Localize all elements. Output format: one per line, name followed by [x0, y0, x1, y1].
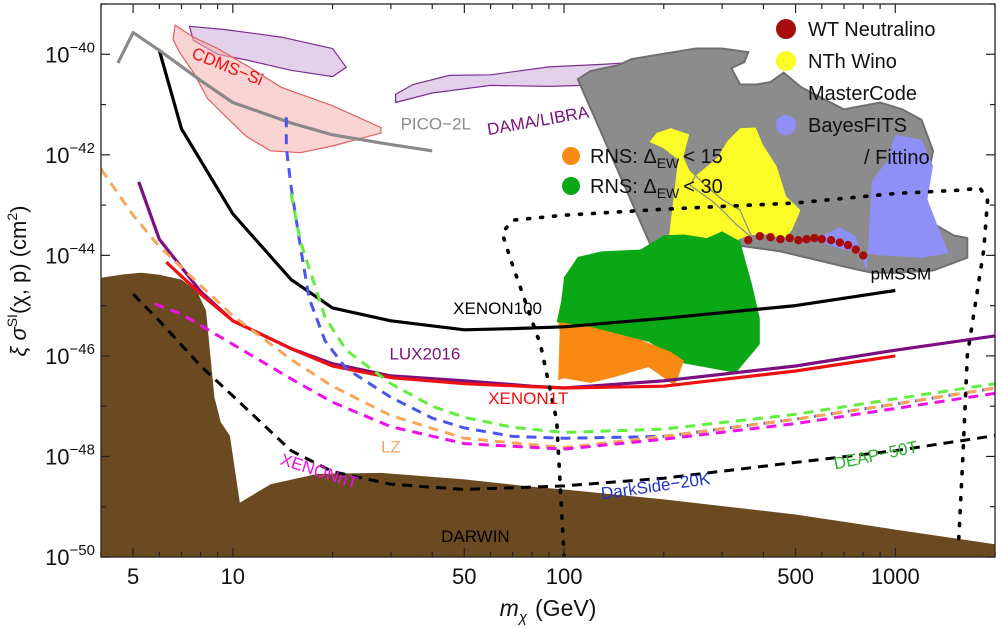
rns-15-region: [558, 322, 684, 386]
bayesfits-region: [811, 134, 949, 271]
series-lz: [101, 168, 995, 450]
series-pico-2l: [116, 31, 433, 153]
x-tick-label-5: 5: [127, 564, 139, 589]
legend-swatch-mastercode: [776, 83, 796, 103]
legend-rns: RNS: ΔEW < 15 RNS: ΔEW < 30: [562, 146, 723, 201]
point-wt-neutralino-6: [802, 235, 811, 244]
x-tick-label-50: 50: [452, 564, 476, 589]
y-tick-label-50: 10−50: [45, 542, 95, 570]
y-axis-title: ξ σSI(χ, p) (cm2): [4, 205, 31, 356]
label-lz: LZ: [381, 438, 401, 457]
scatter-layer: [744, 232, 868, 260]
point-wt-neutralino-12: [851, 245, 860, 254]
x-tick-label-500: 500: [777, 564, 814, 589]
point-wt-neutralino-3: [776, 235, 785, 244]
point-wt-neutralino-10: [835, 238, 844, 247]
point-wt-neutralino-0: [744, 236, 753, 245]
legend-top-right: WT Neutralino NTh Wino MasterCode BayesFITS…: [776, 19, 935, 169]
label-xenon1t: XENON1T: [488, 389, 568, 408]
y-tick-label-40: 10−40: [45, 39, 95, 67]
legend-label-fittino: / Fittino: [864, 147, 930, 169]
series-darwin: [132, 293, 995, 491]
x-tick-label-10: 10: [221, 564, 245, 589]
legend-label-wt-neutralino: WT Neutralino: [808, 19, 935, 41]
series-deap-50t: [289, 193, 995, 434]
legend-label-rns-15: RNS: ΔEW < 15: [590, 146, 723, 171]
legend-swatch-bayesfits: [776, 115, 796, 135]
point-wt-neutralino-9: [826, 236, 836, 245]
x-axis-title: mχ (GeV): [500, 595, 597, 626]
cdms-si-region: [172, 24, 382, 154]
x-tick-label-1000: 1000: [871, 564, 920, 589]
point-wt-neutralino-2: [766, 233, 775, 242]
legend-label-nth-wino: NTh Wino: [808, 51, 897, 73]
series-lux2016: [137, 181, 995, 390]
legend-label-mastercode: MasterCode: [808, 83, 917, 105]
label-pmssm: pMSSM: [871, 265, 931, 284]
point-wt-neutralino-1: [755, 232, 764, 241]
point-wt-neutralino-13: [859, 251, 868, 260]
y-tick-label-42: 10−42: [45, 140, 95, 168]
label-xenon100: XENON100: [453, 299, 542, 318]
y-tick-label-48: 10−48: [45, 442, 95, 470]
series-layer: [101, 31, 995, 557]
legend-label-bayesfits: BayesFITS: [808, 115, 907, 137]
y-tick-label-46: 10−46: [45, 341, 95, 369]
point-wt-neutralino-7: [810, 233, 819, 243]
rns-30-region: [556, 231, 760, 373]
label-pico-2l: PICO−2L: [401, 114, 471, 133]
point-wt-neutralino-8: [817, 235, 826, 244]
regions-layer: [101, 24, 995, 557]
x-tick-label-100: 100: [546, 564, 583, 589]
legend-swatch-rns-30: [562, 177, 580, 195]
plot-frame: [100, 3, 996, 558]
legend-swatch-nth-wino: [776, 51, 796, 71]
label-lux2016: LUX2016: [389, 345, 460, 364]
point-wt-neutralino-4: [785, 233, 794, 243]
series-xenon1t: [165, 261, 896, 390]
label-darwin: DARWIN: [441, 527, 510, 546]
legend-swatch-rns-15: [562, 147, 580, 165]
point-wt-neutralino-11: [843, 240, 853, 250]
series-xenon100: [157, 49, 896, 332]
axis-ticks-layer: 5 10 50 100 500 1000 10−40 10−42 10−44 10−46 10−48…: [45, 3, 996, 589]
y-tick-label-44: 10−44: [45, 240, 95, 268]
neutrino-floor: [101, 272, 995, 557]
legend-label-rns-30: RNS: ΔEW < 30: [590, 176, 723, 201]
point-wt-neutralino-5: [794, 236, 803, 245]
legend-swatch-wt-neutralino: [776, 19, 796, 39]
